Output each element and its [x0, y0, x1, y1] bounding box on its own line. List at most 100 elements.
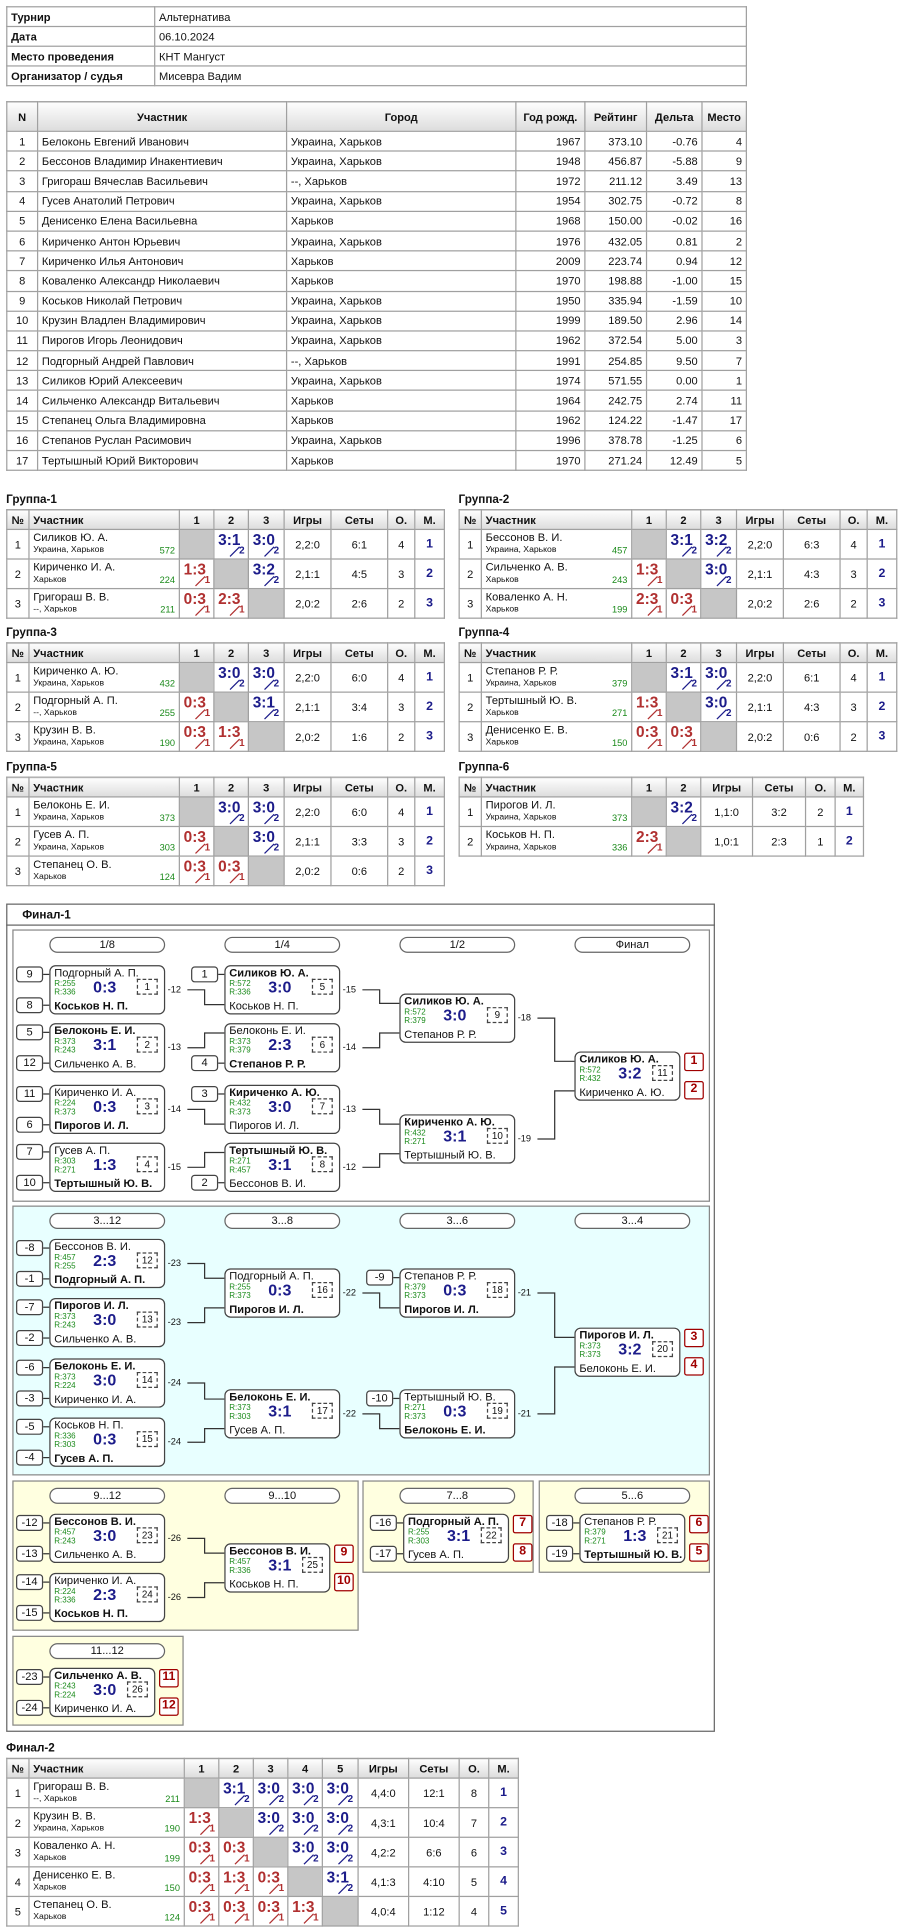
- player-rating: 211: [165, 1793, 180, 1805]
- final-title-rule: [6, 924, 715, 926]
- games: 4,4:0: [357, 1777, 410, 1809]
- match-score: 3:0: [705, 664, 728, 682]
- place: 1: [414, 528, 445, 560]
- player-row: 2 Гусев А. П. Украина, Харьков 303 0:3 1 3:0 2 2…: [6, 825, 445, 857]
- player: Коваленко А. Н. Харьков 199: [30, 1838, 183, 1865]
- connector: [187, 1582, 225, 1599]
- player-name: Силиков Ю. А.: [229, 966, 309, 979]
- player: Степанец О. В. Харьков 124: [30, 1898, 183, 1925]
- loser-goes-to: -24: [167, 1436, 182, 1448]
- column-header: 3: [247, 642, 285, 664]
- match-number: 22: [480, 1527, 502, 1544]
- info-label: Организатор / судья: [6, 65, 156, 87]
- cell: -0.76: [645, 130, 703, 152]
- score-cell: 0:3 1: [218, 1895, 254, 1927]
- cell: 1996: [515, 429, 586, 452]
- match-score: 1:3: [292, 1898, 315, 1916]
- player-rating: 379: [611, 677, 628, 690]
- score: 0:3 1: [181, 590, 213, 617]
- score-cell: 3:2 2: [700, 528, 738, 560]
- player-name: Пирогов И. Л.: [229, 1302, 304, 1316]
- player: Кириченко А. Ю. Украина, Харьков 432: [30, 664, 178, 691]
- seed: 5: [16, 1024, 44, 1041]
- match-score: 3:2: [618, 1063, 642, 1083]
- player-rating: R:243: [54, 1046, 76, 1056]
- player-rating: R:255: [54, 979, 76, 989]
- participant-row: 6 Кириченко Антон Юрьевич Украина, Харьков…: [6, 230, 747, 252]
- player-row: 3 Григораш В. В. --, Харьков 211 0:3 1 2:3 1 2,0…: [6, 587, 445, 619]
- match-points: 1: [204, 841, 211, 853]
- match-score: 3:0: [93, 1680, 117, 1699]
- match-score: 3:0: [218, 798, 241, 817]
- cell: Пирогов Игорь Леонидович: [36, 330, 288, 352]
- match-box: Бессонов В. И. R:457 R:336 3:1 25 Коськов Н. …: [224, 1543, 331, 1593]
- place: 4: [488, 1866, 519, 1898]
- row-number: 3: [6, 855, 30, 887]
- round-label: 1/4: [224, 936, 341, 953]
- player-rating: R:373: [404, 1412, 426, 1422]
- place: 2: [414, 558, 445, 590]
- match-score: 1:3: [183, 560, 206, 579]
- score-cell: 3:0 2: [287, 1777, 323, 1809]
- diagonal-cell: [183, 1777, 220, 1809]
- place: 1: [684, 1052, 704, 1072]
- points: 2: [387, 721, 416, 752]
- player-row: 1 Григораш В. В. --, Харьков 211 3:1 2 3:0 2 3:0…: [6, 1777, 519, 1809]
- match-score: 3:0: [443, 1005, 467, 1025]
- player-cell: Степанец О. В. Харьков 124: [28, 1895, 185, 1927]
- player-rating: 373: [611, 812, 628, 824]
- player-row: 2 Коськов Н. П. Украина, Харьков 336 2:3 1 1,0…: [458, 825, 865, 857]
- score-cell: 3:2 2: [247, 558, 285, 590]
- player-name: Подгорный А. П.: [54, 1273, 146, 1286]
- header-row: N Участник Город Год рожд. Рейтинг Дельта Мест…: [6, 101, 747, 132]
- player-row: 3 Крузин В. В. Украина, Харьков 190 0:3 1 1:3 1…: [6, 721, 445, 752]
- player-rating: R:336: [54, 1432, 76, 1441]
- row-number: 1: [6, 796, 30, 828]
- connector: [362, 1413, 400, 1430]
- match-score: 0:3: [183, 590, 206, 608]
- match-score: 3:1: [443, 1126, 467, 1146]
- match-box: Белоконь Е. И. R:373 R:379 2:3 6 Степанов Р. …: [224, 1023, 341, 1073]
- player-rating: 271: [611, 707, 628, 719]
- player-rating: R:243: [54, 1682, 76, 1692]
- player-name: Степанец О. В.: [33, 857, 112, 871]
- table-title: Группа-3: [6, 626, 57, 640]
- column-header: М.: [488, 1757, 519, 1779]
- match-number: 9: [486, 1007, 508, 1024]
- seed: -16: [369, 1514, 397, 1531]
- player-rating: 211: [160, 603, 176, 616]
- score: 0:3 1: [220, 1838, 252, 1865]
- cell: 1970: [515, 449, 586, 472]
- games: 2,1:1: [735, 691, 784, 723]
- player-name: Белоконь Е. И.: [54, 1359, 136, 1372]
- score: 1:3 1: [220, 1868, 252, 1895]
- column-header: №: [458, 776, 482, 798]
- player-name: Гусев А. П.: [54, 1143, 111, 1157]
- games: 1,0:1: [700, 825, 754, 857]
- header-row: № Участник 1 2 3 Игры Сеты О. М.: [458, 642, 898, 664]
- player-name: Тертышный Ю. В.: [404, 1148, 496, 1162]
- info-value: КНТ Мангуст: [154, 45, 747, 67]
- table-body: N Участник Город Год рожд. Рейтинг Дельта Мест…: [6, 101, 747, 472]
- match-score: 3:0: [292, 1809, 315, 1827]
- column-header: Участник: [480, 776, 633, 798]
- seed: -13: [16, 1545, 44, 1562]
- column-header: 3: [247, 776, 285, 798]
- player-rating: 150: [611, 737, 628, 749]
- match-points: 2: [278, 1793, 285, 1805]
- score: 3:1 2: [667, 531, 699, 558]
- seed: -9: [366, 1269, 394, 1286]
- score: 3:0 2: [250, 828, 283, 855]
- match-points: 1: [657, 707, 663, 719]
- place: 6: [689, 1514, 709, 1534]
- match-score: 3:0: [252, 664, 275, 682]
- match-score: 3:0: [93, 1370, 117, 1390]
- place: 3: [414, 587, 445, 619]
- score-cell: 0:3 1: [178, 825, 215, 857]
- round-label: 3...8: [224, 1212, 341, 1229]
- player-name: Денисенко Е. В.: [485, 723, 568, 736]
- match-points: 1: [209, 1852, 216, 1864]
- seed: -14: [16, 1574, 44, 1591]
- info-value: Мисевра Вадим: [154, 65, 747, 87]
- cell: 1968: [515, 210, 586, 232]
